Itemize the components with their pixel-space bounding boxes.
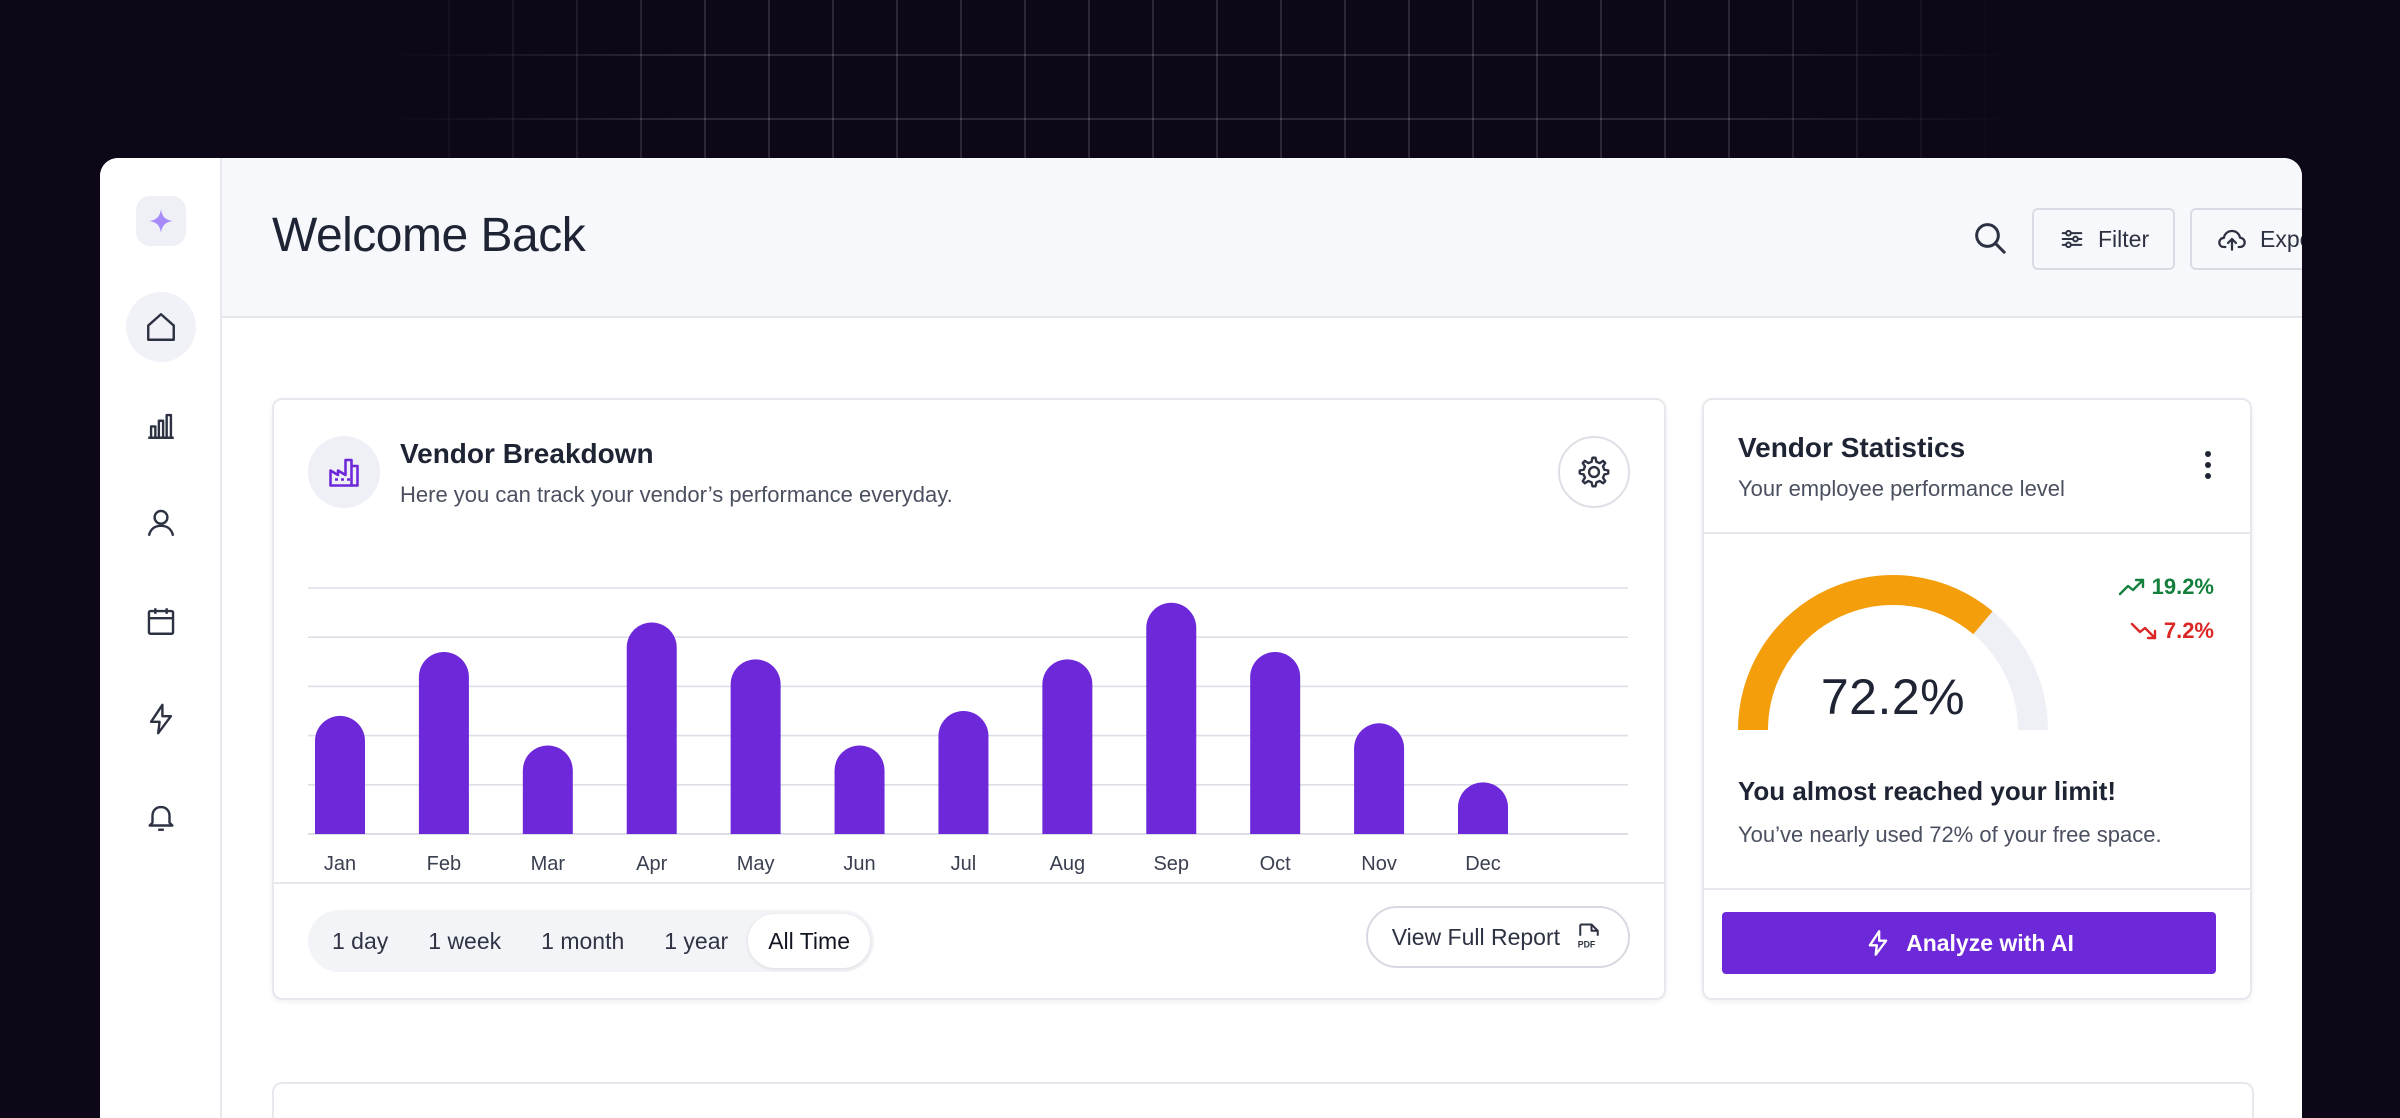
sidebar-item-users[interactable]: [126, 488, 196, 558]
x-tick-label: Aug: [1050, 853, 1086, 875]
x-tick-label: Jul: [951, 853, 977, 875]
search-icon: [1975, 223, 2006, 254]
sidebar: [100, 158, 222, 1118]
export-button[interactable]: Export: [2190, 208, 2302, 270]
trend-up-value: 19.2%: [2151, 574, 2214, 599]
bar-sep[interactable]: [1146, 602, 1197, 834]
vendor-statistics-card: Vendor Statistics Your employee performa…: [1702, 398, 2252, 1000]
x-tick-label: May: [737, 853, 775, 875]
gear-icon: [1578, 456, 1610, 488]
stats-subtitle: Your employee performance level: [1738, 476, 2065, 501]
more-options-icon[interactable]: [2202, 450, 2214, 480]
x-tick-label: Mar: [531, 853, 566, 875]
stats-title: Vendor Statistics: [1738, 432, 1966, 463]
x-tick-label: Feb: [427, 853, 461, 875]
bar-mar[interactable]: [522, 745, 573, 834]
bar-feb[interactable]: [418, 651, 469, 834]
report-label: View Full Report: [1391, 923, 1560, 950]
trend-up-icon: [2118, 578, 2144, 596]
filter-button[interactable]: Filter: [2032, 208, 2176, 270]
lightning-icon: [149, 703, 173, 735]
performance-gauge: [1738, 575, 2048, 730]
vendor-bar-chart: Jan Feb Mar Apr May Jun Jul Aug Sep Oct Nov Dec: [308, 587, 1628, 875]
settings-button[interactable]: [1558, 436, 1630, 508]
bar-dec[interactable]: [1458, 782, 1508, 834]
range-option-1-day[interactable]: 1 day: [332, 927, 389, 954]
trend-down-icon: [2130, 622, 2157, 640]
trend-down-value: 7.2%: [2163, 618, 2214, 643]
sidebar-item-calendar[interactable]: [126, 586, 196, 656]
sidebar-item-analytics[interactable]: [126, 390, 196, 460]
bar-oct[interactable]: [1250, 651, 1301, 834]
svg-text:PDF: PDF: [1578, 940, 1596, 950]
bar-may[interactable]: [730, 659, 781, 834]
search-button[interactable]: [1970, 218, 2010, 258]
sparkle-logo-icon[interactable]: [136, 196, 186, 246]
app-window: Welcome Back Filter Export Vendor Breakd…: [100, 158, 2302, 1118]
pdf-file-icon: PDF: [1578, 923, 1599, 950]
sidebar-item-home[interactable]: [126, 292, 196, 362]
next-section-card: [272, 1082, 2254, 1118]
gauge-value: 72.2%: [1820, 669, 1966, 725]
factory-icon: [308, 436, 380, 508]
stats-divider-bottom: [1704, 888, 2250, 890]
time-range-selector: 1 day 1 week 1 month 1 year All Time: [308, 910, 874, 972]
vendor-breakdown-card: Vendor Breakdown Here you can track your…: [272, 398, 1666, 1000]
background-grid: [380, 0, 2020, 160]
filter-label: Filter: [2098, 225, 2150, 252]
stats-divider-top: [1704, 532, 2250, 534]
bar-nov[interactable]: [1354, 723, 1405, 834]
range-option-1-year[interactable]: 1 year: [664, 927, 729, 954]
bell-icon: [148, 805, 174, 831]
sidebar-item-automations[interactable]: [126, 684, 196, 754]
range-option-1-week[interactable]: 1 week: [428, 927, 502, 954]
view-full-report-button[interactable]: View Full Report PDF: [1365, 906, 1630, 968]
home-icon: [147, 313, 175, 341]
trend-down: 7.2%: [2130, 618, 2214, 644]
bar-apr[interactable]: [626, 622, 677, 834]
sidebar-item-notifications[interactable]: [126, 782, 196, 852]
bar-aug[interactable]: [1042, 659, 1093, 834]
limit-title: You almost reached your limit!: [1738, 776, 2117, 806]
calendar-icon: [147, 608, 175, 635]
sliders-icon: [2061, 229, 2083, 249]
gauge-fill: [1738, 575, 1993, 730]
limit-text: You’ve nearly used 72% of your free spac…: [1738, 822, 2162, 847]
bar-jun[interactable]: [834, 745, 885, 834]
bar-jan[interactable]: [315, 715, 365, 834]
bar-jul[interactable]: [938, 711, 989, 834]
cloud-upload-icon: [2218, 229, 2246, 251]
x-tick-label: Nov: [1361, 853, 1397, 875]
x-tick-label: Oct: [1260, 853, 1292, 875]
analyze-label: Analyze with AI: [1906, 929, 2074, 956]
range-option-1-month[interactable]: 1 month: [541, 927, 625, 954]
trend-up: 19.2%: [2118, 574, 2214, 600]
range-option-all-time[interactable]: All Time: [748, 914, 870, 968]
bar-chart-icon: [148, 413, 174, 439]
page-title: Welcome Back: [272, 209, 586, 262]
x-tick-label: Jan: [324, 853, 356, 875]
x-tick-label: Jun: [843, 853, 875, 875]
card-subtitle: Here you can track your vendor’s perform…: [400, 482, 953, 507]
x-tick-label: Apr: [636, 853, 667, 875]
user-icon: [147, 509, 175, 537]
analyze-with-ai-button[interactable]: Analyze with AI: [1722, 912, 2216, 974]
card-title: Vendor Breakdown: [400, 438, 654, 469]
x-tick-label: Sep: [1153, 853, 1189, 875]
export-label: Export: [2260, 225, 2302, 252]
card-divider: [274, 882, 1664, 884]
x-tick-label: Dec: [1465, 853, 1501, 875]
lightning-icon: [1868, 930, 1888, 956]
page-header: Welcome Back Filter Export: [222, 158, 2302, 318]
